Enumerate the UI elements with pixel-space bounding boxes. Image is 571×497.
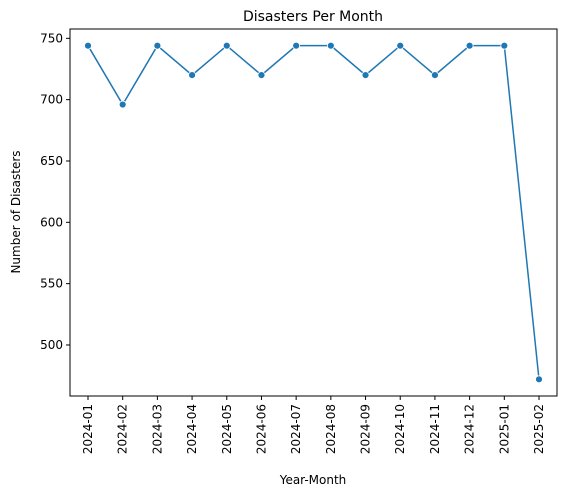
x-tick-label: 2024-10 — [393, 404, 407, 454]
x-tick-label: 2025-02 — [532, 404, 546, 454]
x-tick-label: 2024-02 — [116, 404, 130, 454]
y-tick-label: 700 — [40, 93, 63, 107]
data-points — [84, 41, 543, 384]
data-point — [222, 41, 231, 50]
y-tick-label: 500 — [40, 338, 63, 352]
x-tick-label: 2024-03 — [150, 404, 164, 454]
x-tick-label: 2024-06 — [254, 404, 268, 454]
chart-title: Disasters Per Month — [243, 9, 383, 25]
data-point — [535, 375, 543, 384]
y-tick-label: 750 — [40, 31, 63, 45]
x-tick-label: 2024-12 — [463, 404, 477, 454]
data-point — [84, 41, 92, 50]
data-point — [326, 41, 335, 50]
x-tick-label: 2025-01 — [497, 404, 511, 454]
x-tick-label: 2024-11 — [428, 404, 442, 454]
data-point — [153, 41, 162, 50]
x-tick-label: 2024-08 — [324, 404, 338, 454]
plot-frame — [69, 28, 558, 397]
data-point — [188, 71, 196, 80]
data-point — [500, 41, 509, 50]
y-tick-label: 550 — [40, 277, 63, 291]
y-axis-title: Number of Disasters — [9, 150, 23, 273]
y-tick-label: 600 — [40, 215, 63, 229]
data-point — [257, 71, 266, 80]
x-tick-label: 2024-05 — [220, 404, 234, 454]
data-point — [465, 41, 474, 50]
series-line — [87, 44, 540, 380]
data-point — [361, 71, 370, 80]
x-axis-title: Year-Month — [279, 473, 347, 487]
data-point — [396, 41, 405, 50]
y-axis: 500 550 600 650 700 750 — [40, 31, 70, 352]
x-tick-label: 2024-04 — [185, 404, 199, 454]
x-tick-label: 2024-01 — [81, 404, 95, 454]
data-point — [431, 71, 439, 80]
x-tick-label: 2024-09 — [359, 404, 373, 454]
x-axis: 2024-01 2024-02 2024-03 2024-04 2024-05 2024-… — [81, 396, 546, 454]
data-point — [118, 100, 127, 109]
x-tick-label: 2024-07 — [289, 404, 303, 454]
y-tick-label: 650 — [40, 154, 63, 168]
data-point — [292, 41, 301, 50]
